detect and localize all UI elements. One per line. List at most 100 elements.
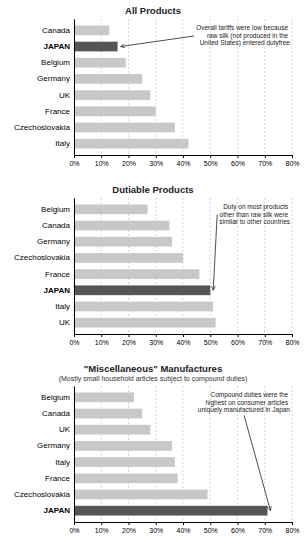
x-tick-label: 0% — [69, 527, 79, 534]
bar — [74, 409, 142, 419]
bar — [74, 90, 150, 100]
bars — [74, 204, 216, 327]
y-tick: Czechoslovakia — [14, 123, 71, 132]
bar — [74, 392, 134, 402]
chart-title: Dutiable Products — [112, 184, 193, 195]
x-tick-mark — [210, 522, 211, 525]
grid-line — [101, 198, 102, 334]
x-tick-mark — [101, 155, 102, 158]
grid-line — [128, 386, 129, 522]
x-tick: 20% — [122, 334, 136, 346]
bar — [74, 74, 142, 84]
x-tick-mark — [210, 155, 211, 158]
x-tick: 70% — [258, 334, 272, 346]
y-tick: Italy — [55, 139, 70, 148]
y-tick: Italy — [55, 302, 70, 311]
x-tick: 30% — [149, 155, 163, 167]
y-tick-label: Canada — [42, 26, 71, 35]
x-tick: 0% — [69, 334, 79, 346]
annotation: Duty on most products other than raw sil… — [219, 203, 291, 225]
x-tick: 50% — [204, 155, 218, 167]
grid-line — [101, 386, 102, 522]
y-tick: UK — [59, 425, 71, 434]
y-axis-line — [74, 20, 75, 156]
x-tick-label: 30% — [149, 527, 163, 534]
x-tick: 50% — [204, 334, 218, 346]
y-tick: Belgium — [41, 58, 70, 67]
annotation-line: United States) entered dutyfree — [200, 39, 291, 47]
y-tick: Italy — [55, 458, 70, 467]
bar — [74, 253, 183, 263]
x-tick: 70% — [258, 155, 272, 167]
y-tick: Belgium — [41, 393, 70, 402]
y-tick: JAPAN — [43, 42, 70, 51]
x-tick-mark — [265, 155, 266, 158]
grid — [74, 198, 292, 334]
x-tick-mark — [292, 334, 293, 337]
y-axis: BelgiumCanadaGermanyCzechoslovakiaFrance… — [14, 199, 75, 335]
y-tick: Germany — [37, 441, 70, 450]
y-tick: Czechoslovakia — [14, 253, 71, 262]
y-tick-label: France — [45, 474, 70, 483]
grid-line — [74, 19, 75, 155]
x-tick: 30% — [149, 522, 163, 534]
x-tick: 50% — [204, 522, 218, 534]
x-tick-label: 60% — [231, 160, 245, 167]
bar — [74, 58, 126, 68]
y-tick-label: Germany — [37, 237, 70, 246]
annotation-line: Overall tariffs were low because — [196, 24, 288, 31]
y-tick-label: JAPAN — [43, 42, 70, 51]
x-tick-mark — [265, 334, 266, 337]
y-tick-label: Belgium — [41, 393, 70, 402]
x-tick-label: 70% — [258, 339, 272, 346]
x-tick: 10% — [95, 155, 109, 167]
x-tick: 40% — [176, 155, 190, 167]
x-tick-mark — [156, 155, 157, 158]
chart-subtitle: (Mostly small household articles subject… — [59, 375, 248, 383]
y-tick: Germany — [37, 237, 70, 246]
y-axis-line — [74, 199, 75, 335]
y-tick-label: Belgium — [41, 58, 70, 67]
x-tick-label: 30% — [149, 160, 163, 167]
x-tick-label: 80% — [285, 160, 299, 167]
grid-line — [183, 386, 184, 522]
chart-title: "Miscellaneous" Manufactures — [84, 363, 222, 374]
x-tick-label: 40% — [176, 339, 190, 346]
y-tick: Czechoslovakia — [14, 490, 71, 499]
x-tick-mark — [129, 334, 130, 337]
bar — [74, 473, 178, 483]
y-tick-label: JAPAN — [43, 506, 70, 515]
y-axis-line — [74, 387, 75, 523]
y-tick-label: Italy — [55, 302, 70, 311]
y-tick-label: Czechoslovakia — [14, 253, 71, 262]
x-tick-label: 20% — [122, 339, 136, 346]
x-axis-line — [75, 335, 293, 338]
grid-line — [155, 386, 156, 522]
y-tick-label: Czechoslovakia — [14, 123, 71, 132]
x-tick-label: 0% — [69, 160, 79, 167]
x-tick: 30% — [149, 334, 163, 346]
x-axis: 0%10%20%30%40%50%60%70%80% — [69, 334, 299, 346]
y-tick: France — [45, 107, 70, 116]
bar — [74, 302, 213, 312]
x-tick-mark — [129, 522, 130, 525]
grid-line — [292, 386, 293, 522]
annotation: Compound duties were the highest on cons… — [198, 391, 291, 414]
x-tick: 10% — [95, 522, 109, 534]
grid-line — [74, 386, 75, 522]
x-tick: 60% — [231, 155, 245, 167]
grid — [74, 19, 292, 155]
x-tick-label: 80% — [285, 527, 299, 534]
x-tick-label: 20% — [122, 527, 136, 534]
bar — [74, 269, 199, 279]
bar — [74, 237, 172, 247]
x-tick-label: 10% — [95, 160, 109, 167]
bar — [74, 106, 156, 116]
x-tick-label: 10% — [95, 339, 109, 346]
x-tick-label: 70% — [258, 527, 272, 534]
grid-line — [128, 198, 129, 334]
y-tick-label: Germany — [37, 74, 70, 83]
x-tick: 60% — [231, 522, 245, 534]
y-tick: Canada — [42, 221, 71, 230]
y-tick-label: Belgium — [41, 205, 70, 214]
